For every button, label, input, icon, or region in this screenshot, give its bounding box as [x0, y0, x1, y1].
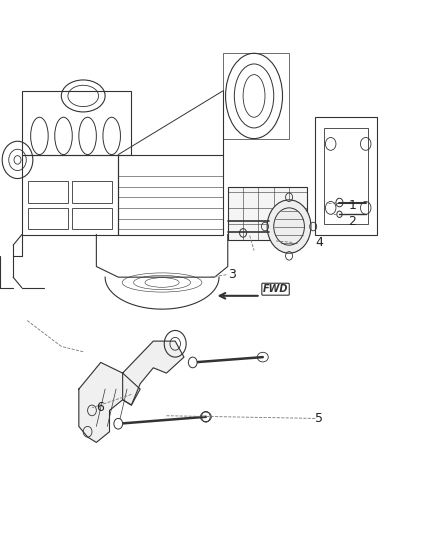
- Polygon shape: [123, 341, 184, 405]
- Circle shape: [114, 418, 123, 429]
- Ellipse shape: [267, 200, 311, 253]
- Bar: [28, 181, 68, 203]
- Text: 3: 3: [228, 268, 236, 281]
- Bar: [223, 53, 289, 139]
- Bar: [22, 155, 118, 235]
- Bar: [28, 208, 68, 229]
- Bar: [228, 187, 307, 240]
- Text: 2: 2: [348, 215, 356, 228]
- Text: 6: 6: [96, 401, 104, 414]
- Text: 5: 5: [315, 412, 323, 425]
- Bar: [72, 181, 112, 203]
- Bar: [324, 128, 368, 224]
- Bar: [22, 91, 131, 155]
- Circle shape: [188, 357, 197, 368]
- Text: FWD: FWD: [263, 284, 288, 294]
- Polygon shape: [79, 362, 140, 442]
- Text: 4: 4: [315, 236, 323, 249]
- Bar: [72, 208, 112, 229]
- Bar: [315, 117, 377, 235]
- Text: 1: 1: [348, 199, 356, 212]
